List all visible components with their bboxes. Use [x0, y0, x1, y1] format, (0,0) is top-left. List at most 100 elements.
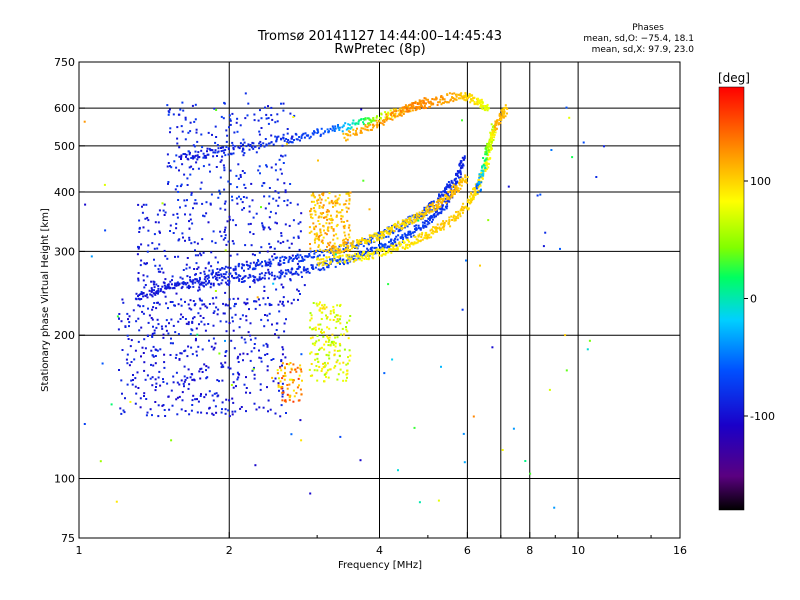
data-point [155, 290, 158, 293]
data-point [536, 194, 539, 197]
data-point [430, 236, 433, 239]
data-point [162, 404, 165, 406]
data-point [379, 242, 382, 245]
data-point [309, 250, 312, 253]
data-point [333, 245, 336, 248]
data-point [553, 506, 556, 509]
data-point [167, 395, 170, 398]
data-point [473, 103, 476, 106]
data-point [418, 107, 421, 110]
data-point [241, 267, 243, 270]
data-point [400, 223, 403, 225]
data-point [231, 141, 234, 144]
data-point [347, 233, 350, 236]
data-point [381, 119, 384, 122]
data-point [415, 238, 418, 241]
data-point [341, 130, 344, 133]
data-point [168, 322, 170, 325]
data-point [279, 276, 282, 279]
data-point [446, 197, 449, 199]
data-point [249, 275, 252, 278]
data-point [177, 333, 180, 336]
data-point [128, 325, 130, 328]
data-point [308, 368, 311, 371]
data-point [317, 220, 320, 222]
data-point [466, 201, 469, 203]
data-point [312, 133, 315, 136]
data-point [303, 136, 306, 139]
data-point [264, 314, 266, 316]
data-point [288, 399, 291, 402]
data-point [170, 283, 173, 286]
data-point [203, 154, 206, 157]
data-point [408, 221, 411, 223]
data-point [296, 268, 299, 270]
data-point [314, 225, 317, 228]
data-point [368, 122, 371, 125]
data-point [182, 236, 184, 239]
data-point [290, 271, 293, 274]
data-point [475, 187, 478, 190]
data-point [189, 130, 192, 133]
data-point [222, 302, 225, 305]
data-point [274, 377, 277, 380]
data-point [324, 364, 327, 367]
data-point [394, 226, 397, 229]
data-point [192, 157, 195, 160]
data-point [232, 329, 235, 332]
data-point [150, 287, 153, 290]
data-point [313, 344, 316, 347]
data-point [209, 170, 211, 173]
data-point [370, 128, 372, 131]
data-point [189, 333, 192, 336]
data-point [233, 131, 236, 134]
data-point [174, 188, 177, 191]
data-point [548, 388, 551, 391]
data-point [184, 318, 187, 320]
data-point [336, 223, 339, 226]
data-point [208, 390, 211, 393]
data-point [372, 123, 374, 126]
data-point [200, 281, 203, 284]
data-point [317, 257, 319, 260]
data-point [407, 232, 410, 235]
data-point [482, 163, 485, 166]
data-point [300, 271, 303, 274]
data-point [83, 120, 86, 123]
data-point [299, 266, 301, 269]
data-point [426, 237, 429, 240]
data-point [313, 252, 316, 255]
data-point [153, 281, 156, 284]
data-point [375, 232, 378, 235]
data-point [503, 106, 506, 109]
data-point [283, 375, 286, 377]
data-point [231, 316, 234, 319]
data-point [423, 215, 426, 218]
data-point [464, 94, 467, 97]
data-point [208, 339, 210, 342]
data-point [220, 235, 223, 238]
data-point [225, 398, 228, 401]
data-point [463, 461, 466, 464]
data-point [322, 242, 324, 245]
data-point [282, 375, 285, 378]
data-point [335, 320, 338, 323]
data-point [201, 146, 204, 149]
data-point [349, 131, 351, 134]
data-point [184, 213, 186, 216]
data-point [495, 127, 498, 130]
data-point [331, 250, 334, 253]
data-point [427, 217, 430, 220]
data-point [166, 286, 169, 289]
data-point [412, 104, 415, 107]
data-point [414, 228, 416, 231]
data-point [146, 262, 148, 265]
data-point [200, 299, 203, 302]
data-point [206, 376, 209, 379]
data-point [186, 257, 189, 259]
data-point [121, 349, 124, 351]
data-point [324, 199, 327, 202]
data-point [121, 392, 123, 395]
data-point [462, 164, 465, 167]
